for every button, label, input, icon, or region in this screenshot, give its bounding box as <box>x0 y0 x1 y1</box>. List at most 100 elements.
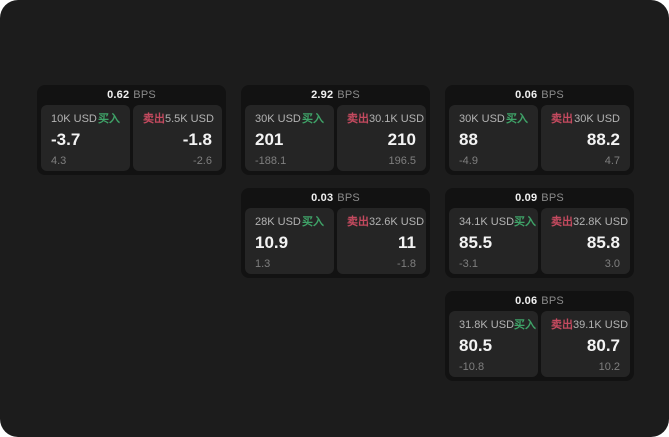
buy-tag: 买入 <box>514 216 537 228</box>
buy-panel-top: 10K USD 买入 <box>51 112 120 126</box>
bps-value: 0.09 <box>515 192 538 204</box>
bps-value: 2.92 <box>311 89 334 101</box>
sell-tag: 卖出 <box>551 319 573 331</box>
buy-tag: 买入 <box>514 319 537 331</box>
buy-price: -3.7 <box>51 130 81 149</box>
bps-unit-label: BPS <box>337 192 360 204</box>
sell-amount: 32.8K USD <box>573 216 629 228</box>
sell-panel-top: 卖出 30K USD <box>551 112 620 126</box>
sell-price: 11 <box>398 233 416 252</box>
bps-value: 0.06 <box>515 295 538 307</box>
buy-price: 80.5 <box>459 336 493 355</box>
sell-panel-top: 卖出 39.1K USD <box>551 318 628 332</box>
bps-header: 0.03 BPS <box>245 188 426 208</box>
quote-card-body: 31.8K USD 买入 80.5 -10.8 卖出 39.1K USD 80.… <box>449 311 630 377</box>
quote-card: 0.03 BPS 28K USD 买入 10.9 1.3 卖出 32.6K US… <box>241 188 430 278</box>
buy-panel-top: 28K USD 买入 <box>255 215 324 229</box>
quote-card-body: 28K USD 买入 10.9 1.3 卖出 32.6K USD 11 -1.8 <box>245 208 426 274</box>
sell-panel-top: 卖出 5.5K USD <box>143 112 214 126</box>
sell-amount: 30K USD <box>574 113 620 125</box>
buy-price: 201 <box>255 130 284 149</box>
sell-tag: 卖出 <box>143 113 165 125</box>
sell-price: 88.2 <box>586 130 620 149</box>
sell-sub-value: -2.6 <box>193 155 212 167</box>
sell-price: -1.8 <box>182 130 212 149</box>
quote-card-body: 34.1K USD 买入 85.5 -3.1 卖出 32.8K USD 85.8… <box>449 208 630 274</box>
sell-tag: 卖出 <box>551 216 573 228</box>
buy-tag: 买入 <box>506 113 528 125</box>
buy-price: 85.5 <box>459 233 493 252</box>
quote-card: 0.09 BPS 34.1K USD 买入 85.5 -3.1 卖出 32.8K… <box>445 188 634 278</box>
buy-sub-value: 1.3 <box>255 258 271 270</box>
buy-sub-value: -10.8 <box>459 361 485 373</box>
sell-sub-value: 4.7 <box>604 155 620 167</box>
sell-price: 210 <box>387 130 416 149</box>
bps-header: 0.62 BPS <box>41 85 222 105</box>
sell-amount: 32.6K USD <box>369 216 425 228</box>
buy-panel-top: 31.8K USD 买入 <box>459 318 536 332</box>
buy-sub-value: -4.9 <box>459 155 478 167</box>
sell-sub-value: 10.2 <box>598 361 620 373</box>
sell-panel-top: 卖出 32.6K USD <box>347 215 424 229</box>
buy-amount: 34.1K USD <box>459 216 515 228</box>
sell-amount: 39.1K USD <box>573 319 629 331</box>
sell-sub-value: 196.5 <box>388 155 416 167</box>
bps-header: 0.06 BPS <box>449 85 630 105</box>
buy-amount: 30K USD <box>255 113 301 125</box>
quote-card: 0.62 BPS 10K USD 买入 -3.7 4.3 卖出 5.5K USD… <box>37 85 226 175</box>
buy-price: 88 <box>459 130 478 149</box>
bps-header: 0.09 BPS <box>449 188 630 208</box>
sell-price: 80.7 <box>586 336 620 355</box>
buy-sub-value: 4.3 <box>51 155 67 167</box>
bps-unit-label: BPS <box>541 89 564 101</box>
quote-card-body: 10K USD 买入 -3.7 4.3 卖出 5.5K USD -1.8 -2.… <box>41 105 222 171</box>
sell-panel[interactable]: 卖出 30K USD 88.2 4.7 <box>541 105 630 171</box>
sell-panel-top: 卖出 32.8K USD <box>551 215 628 229</box>
quote-card: 2.92 BPS 30K USD 买入 201 -188.1 卖出 30.1K … <box>241 85 430 175</box>
buy-panel[interactable]: 10K USD 买入 -3.7 4.3 <box>41 105 130 171</box>
buy-panel[interactable]: 28K USD 买入 10.9 1.3 <box>245 208 334 274</box>
sell-panel[interactable]: 卖出 32.6K USD 11 -1.8 <box>337 208 426 274</box>
buy-panel-top: 30K USD 买入 <box>255 112 324 126</box>
quote-card-body: 30K USD 买入 88 -4.9 卖出 30K USD 88.2 4.7 <box>449 105 630 171</box>
buy-panel[interactable]: 34.1K USD 买入 85.5 -3.1 <box>449 208 538 274</box>
buy-panel[interactable]: 30K USD 买入 88 -4.9 <box>449 105 538 171</box>
buy-amount: 31.8K USD <box>459 319 515 331</box>
buy-sub-value: -188.1 <box>255 155 287 167</box>
bps-header: 2.92 BPS <box>245 85 426 105</box>
buy-amount: 28K USD <box>255 216 301 228</box>
sell-panel[interactable]: 卖出 32.8K USD 85.8 3.0 <box>541 208 630 274</box>
sell-panel[interactable]: 卖出 5.5K USD -1.8 -2.6 <box>133 105 222 171</box>
buy-panel-top: 30K USD 买入 <box>459 112 528 126</box>
sell-sub-value: 3.0 <box>604 258 620 270</box>
buy-tag: 买入 <box>302 113 324 125</box>
sell-panel[interactable]: 卖出 30.1K USD 210 196.5 <box>337 105 426 171</box>
sell-sub-value: -1.8 <box>397 258 416 270</box>
buy-price: 10.9 <box>255 233 289 252</box>
bps-unit-label: BPS <box>541 192 564 204</box>
bps-unit-label: BPS <box>541 295 564 307</box>
sell-amount: 5.5K USD <box>165 113 214 125</box>
sell-tag: 卖出 <box>551 113 573 125</box>
bps-unit-label: BPS <box>337 89 360 101</box>
buy-panel-top: 34.1K USD 买入 <box>459 215 536 229</box>
bps-value: 0.06 <box>515 89 538 101</box>
sell-panel-top: 卖出 30.1K USD <box>347 112 424 126</box>
bps-value: 0.62 <box>107 89 130 101</box>
sell-price: 85.8 <box>586 233 620 252</box>
sell-tag: 卖出 <box>347 216 369 228</box>
quote-card-body: 30K USD 买入 201 -188.1 卖出 30.1K USD 210 1… <box>245 105 426 171</box>
bps-value: 0.03 <box>311 192 334 204</box>
sell-panel[interactable]: 卖出 39.1K USD 80.7 10.2 <box>541 311 630 377</box>
cards-grid: 0.62 BPS 10K USD 买入 -3.7 4.3 卖出 5.5K USD… <box>37 85 634 381</box>
buy-tag: 买入 <box>98 113 120 125</box>
quote-card: 0.06 BPS 30K USD 买入 88 -4.9 卖出 30K USD 8… <box>445 85 634 175</box>
buy-tag: 买入 <box>302 216 324 228</box>
bps-header: 0.06 BPS <box>449 291 630 311</box>
buy-amount: 10K USD <box>51 113 97 125</box>
buy-panel[interactable]: 30K USD 买入 201 -188.1 <box>245 105 334 171</box>
buy-panel[interactable]: 31.8K USD 买入 80.5 -10.8 <box>449 311 538 377</box>
sell-tag: 卖出 <box>347 113 369 125</box>
buy-amount: 30K USD <box>459 113 505 125</box>
